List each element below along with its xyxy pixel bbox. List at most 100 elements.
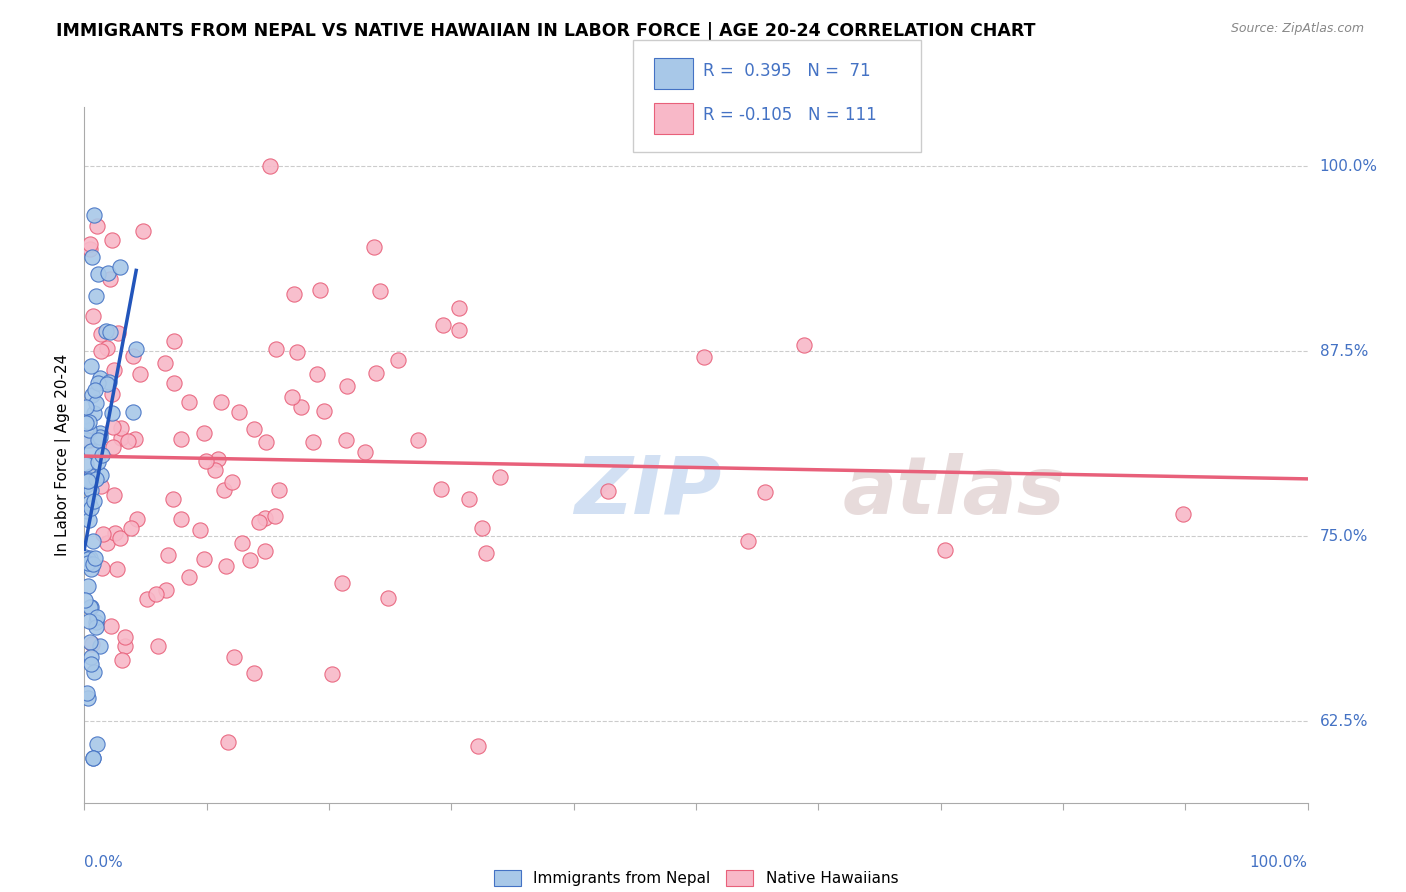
Point [934,543,956,558]
Point [475,546,498,560]
Point [75,592,97,607]
Point [283,287,305,301]
Point [77,513,100,527]
Point [79,649,101,664]
Point [77,415,100,429]
Point [157,549,180,563]
Point [104,526,127,541]
Point [207,452,229,467]
Point [254,434,277,449]
Point [243,422,266,436]
Point [103,420,125,434]
Point [231,535,253,549]
Point [80,501,103,516]
Point [169,511,191,525]
Point [305,368,328,382]
Point [75,478,97,492]
Point [467,739,489,753]
Point [432,318,454,332]
Point [247,515,270,529]
Point [101,386,124,401]
Point [82,310,104,324]
Point [193,425,215,440]
Point [163,334,186,348]
Point [91,526,114,541]
Point [80,359,103,373]
Point [79,551,101,566]
Point [80,599,103,614]
Point [290,401,312,415]
Point [114,630,136,644]
Point [96,341,118,355]
Point [75,549,97,564]
Point [489,470,512,484]
Point [89,371,111,385]
Point [447,323,470,337]
Point [80,443,103,458]
Point [76,503,98,517]
Point [406,434,429,448]
Point [754,484,776,499]
Point [86,738,108,752]
Point [87,268,110,282]
Point [222,649,245,664]
Point [377,591,399,606]
Point [76,474,98,488]
Point [162,376,184,391]
Point [82,751,104,765]
Point [83,208,105,222]
Point [449,301,471,315]
Point [84,615,107,629]
Point [89,640,111,654]
Point [457,491,479,506]
Point [82,251,104,265]
Point [135,592,157,607]
Point [330,575,353,590]
Point [90,343,112,358]
Point [79,635,101,649]
Point [335,433,357,447]
Text: atlas: atlas [842,453,1066,531]
Point [87,430,110,444]
Point [114,639,136,653]
Point [204,463,226,477]
Point [87,376,110,390]
Point [309,283,332,297]
Point [228,405,250,419]
Point [77,496,100,510]
Point [84,620,107,634]
Point [253,511,276,525]
Point [80,657,103,672]
Point [132,224,155,238]
Point [336,379,359,393]
Text: R =  0.395   N =  71: R = 0.395 N = 71 [703,62,870,79]
Point [82,751,104,765]
Point [596,483,619,498]
Point [82,558,104,572]
Point [107,326,129,341]
Point [84,289,107,303]
Point [155,582,177,597]
Point [321,667,343,681]
Point [103,362,125,376]
Point [76,686,98,700]
Point [285,345,308,359]
Point [264,342,287,356]
Point [120,521,142,535]
Point [177,569,200,583]
Point [79,434,101,448]
Point [179,394,201,409]
Point [98,376,121,390]
Point [83,406,105,420]
Point [82,388,104,402]
Point [76,551,98,566]
Point [145,587,167,601]
Point [83,494,105,508]
Point [75,457,97,471]
Point [96,536,118,550]
Point [209,395,232,409]
Point [98,326,121,340]
Point [80,468,103,483]
Point [110,421,132,435]
Point [89,429,111,443]
